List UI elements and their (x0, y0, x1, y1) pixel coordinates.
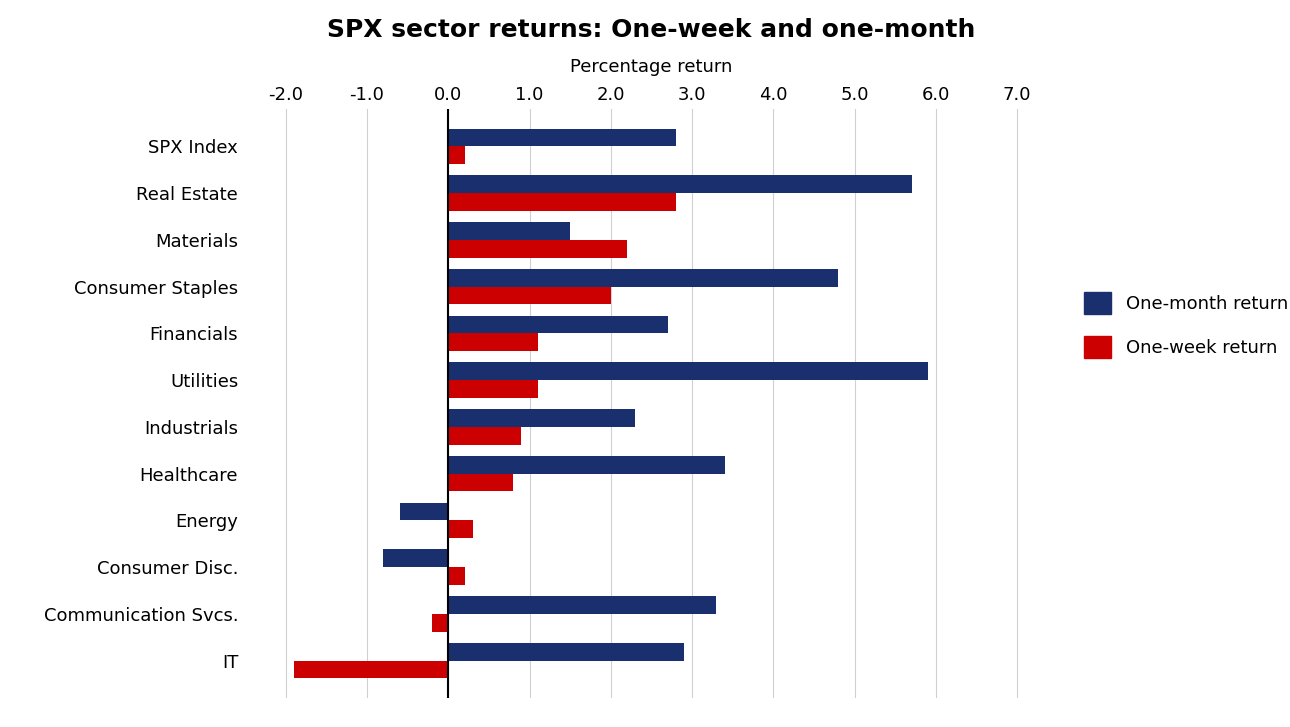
Bar (448, 193, 676, 211)
Bar (448, 643, 684, 661)
Bar (400, 502, 448, 521)
Bar (448, 567, 464, 585)
Bar (448, 596, 716, 614)
Bar (448, 316, 668, 334)
Bar (448, 521, 472, 538)
Bar (294, 661, 448, 678)
Bar (448, 362, 928, 380)
Bar (448, 456, 725, 473)
Title: SPX sector returns: One-week and one-month: SPX sector returns: One-week and one-mon… (328, 18, 975, 42)
Bar (448, 129, 676, 146)
Bar (448, 473, 513, 491)
X-axis label: Percentage return: Percentage return (570, 58, 733, 76)
Bar (448, 409, 635, 427)
Bar (448, 269, 838, 286)
Bar (432, 614, 448, 632)
Bar (448, 222, 570, 240)
Bar (448, 380, 538, 398)
Bar (448, 175, 912, 193)
Legend: One-month return, One-week return: One-month return, One-week return (1075, 283, 1290, 366)
Bar (448, 427, 521, 445)
Bar (448, 334, 538, 351)
Bar (448, 240, 627, 257)
Bar (448, 146, 464, 164)
Bar (448, 286, 610, 305)
Bar (383, 550, 448, 567)
